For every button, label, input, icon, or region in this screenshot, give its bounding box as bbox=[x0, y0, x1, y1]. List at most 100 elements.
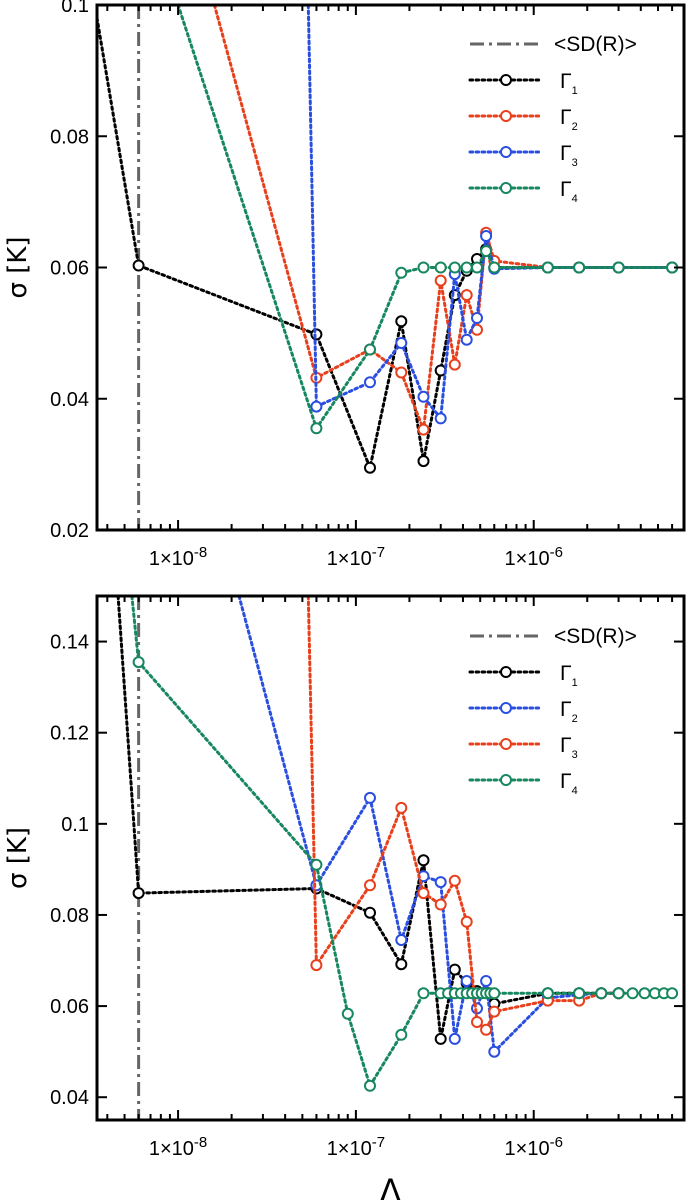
data-point bbox=[626, 987, 639, 1000]
data-point bbox=[448, 1032, 461, 1045]
data-point bbox=[434, 876, 447, 889]
data-point bbox=[488, 261, 501, 274]
data-point bbox=[395, 366, 408, 379]
series-line-4 bbox=[176, 5, 674, 432]
y-tick-label: 0.1 bbox=[61, 0, 89, 17]
data-point bbox=[417, 261, 430, 274]
data-point bbox=[434, 412, 447, 425]
series-line-4 bbox=[130, 596, 674, 1090]
data-point bbox=[364, 791, 376, 804]
data-point bbox=[448, 963, 461, 976]
data-point bbox=[434, 274, 447, 287]
data-point bbox=[480, 230, 493, 242]
data-point bbox=[638, 987, 651, 1000]
legend-swatch-marker bbox=[500, 702, 512, 714]
legend: <SD(R)> Γ1 Γ2 Γ3 Γ4 bbox=[468, 33, 637, 205]
data-point bbox=[541, 261, 554, 274]
data-point bbox=[395, 266, 408, 279]
data-point bbox=[341, 1007, 354, 1020]
data-point bbox=[310, 400, 323, 413]
legend-entry-label: Γ2 bbox=[560, 698, 578, 725]
legend-swatch-marker bbox=[500, 74, 512, 86]
y-tick-label: 0.08 bbox=[50, 905, 89, 927]
x-tick-label: 1×10-6 bbox=[505, 544, 563, 570]
data-point bbox=[460, 261, 473, 274]
data-point bbox=[395, 934, 408, 946]
legend-entry-label: Γ1 bbox=[560, 70, 578, 97]
legend-entry-label: Γ3 bbox=[560, 142, 578, 169]
data-point bbox=[471, 1016, 483, 1028]
data-point bbox=[541, 987, 554, 1000]
data-point bbox=[364, 461, 376, 474]
data-point bbox=[488, 987, 501, 1000]
legend-swatch-marker bbox=[500, 738, 512, 750]
data-point bbox=[310, 858, 323, 871]
data-point bbox=[395, 801, 408, 814]
y-axis-title: σ [K] bbox=[3, 827, 33, 889]
legend-swatch-marker bbox=[500, 774, 512, 786]
data-point bbox=[132, 887, 145, 900]
legend-swatch-marker bbox=[500, 666, 512, 678]
data-point bbox=[132, 656, 145, 669]
data-point bbox=[434, 261, 447, 274]
x-tick-label: 1×10-6 bbox=[505, 1134, 563, 1160]
data-point bbox=[471, 312, 483, 324]
legend-swatch-marker bbox=[500, 182, 512, 194]
data-point bbox=[417, 987, 430, 1000]
data-point bbox=[460, 975, 473, 987]
plot-area bbox=[116, 596, 679, 1092]
y-tick-label: 0.04 bbox=[50, 389, 89, 411]
x-tick-label: 1×10-8 bbox=[149, 1134, 207, 1160]
data-point bbox=[132, 259, 145, 272]
data-point bbox=[460, 289, 473, 302]
y-tick-label: 0.14 bbox=[50, 632, 89, 654]
data-point bbox=[310, 422, 323, 435]
data-point bbox=[448, 261, 461, 274]
data-point bbox=[364, 906, 376, 919]
data-point bbox=[395, 337, 408, 349]
data-point bbox=[434, 1032, 447, 1045]
chart-panel-1: 0.02 0.04 0.06 0.08 0.1 1×10-8 1×10-7 1×10-6 σ [… bbox=[3, 0, 686, 570]
data-point bbox=[488, 1045, 501, 1058]
legend-reference-label: <SD(R)> bbox=[554, 625, 637, 648]
y-tick-label: 0.06 bbox=[50, 996, 89, 1018]
legend-entry-label: Γ1 bbox=[560, 662, 578, 689]
data-point bbox=[460, 915, 473, 928]
data-point bbox=[573, 987, 586, 1000]
data-point bbox=[460, 333, 473, 346]
y-axis-title: σ [K] bbox=[3, 236, 33, 298]
y-tick-label: 0.02 bbox=[50, 520, 89, 542]
y-tick-label: 0.1 bbox=[61, 814, 89, 836]
data-point bbox=[448, 874, 461, 887]
data-point bbox=[364, 879, 376, 892]
data-point bbox=[612, 987, 625, 1000]
data-point bbox=[488, 1005, 501, 1018]
data-point bbox=[395, 315, 408, 328]
x-tick-label: 1×10-8 bbox=[149, 544, 207, 570]
series-line-1 bbox=[116, 596, 621, 1040]
legend-entry-label: Γ2 bbox=[560, 106, 578, 133]
data-point bbox=[395, 1028, 408, 1041]
data-point bbox=[417, 423, 430, 436]
x-axis-title: Λ bbox=[380, 1172, 402, 1200]
data-point bbox=[471, 261, 483, 274]
data-point bbox=[395, 958, 408, 971]
data-point bbox=[480, 245, 493, 258]
data-point bbox=[612, 261, 625, 274]
data-point bbox=[434, 898, 447, 911]
data-point bbox=[417, 887, 430, 900]
data-point bbox=[417, 455, 430, 468]
data-point bbox=[417, 390, 430, 403]
data-point bbox=[480, 1023, 493, 1036]
y-tick-label: 0.04 bbox=[50, 1087, 89, 1109]
data-point bbox=[448, 358, 461, 371]
y-tick-label: 0.08 bbox=[50, 126, 89, 148]
legend: <SD(R)> Γ1 Γ2 Γ3 Γ4 bbox=[468, 625, 637, 797]
legend-entry-label: Γ3 bbox=[560, 734, 578, 761]
data-point bbox=[310, 959, 323, 972]
data-point bbox=[364, 1079, 376, 1092]
x-tick-label: 1×10-7 bbox=[327, 1134, 385, 1160]
legend-swatch-marker bbox=[500, 146, 512, 158]
series-line-3 bbox=[306, 596, 621, 1033]
